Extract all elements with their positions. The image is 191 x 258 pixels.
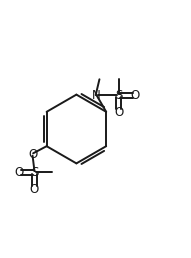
Text: S: S bbox=[115, 89, 122, 102]
Text: O: O bbox=[131, 89, 140, 102]
Text: N: N bbox=[92, 89, 101, 102]
Text: O: O bbox=[30, 183, 39, 196]
Text: O: O bbox=[28, 148, 37, 161]
Text: O: O bbox=[114, 106, 123, 119]
Text: S: S bbox=[31, 166, 38, 179]
Text: O: O bbox=[14, 166, 23, 179]
